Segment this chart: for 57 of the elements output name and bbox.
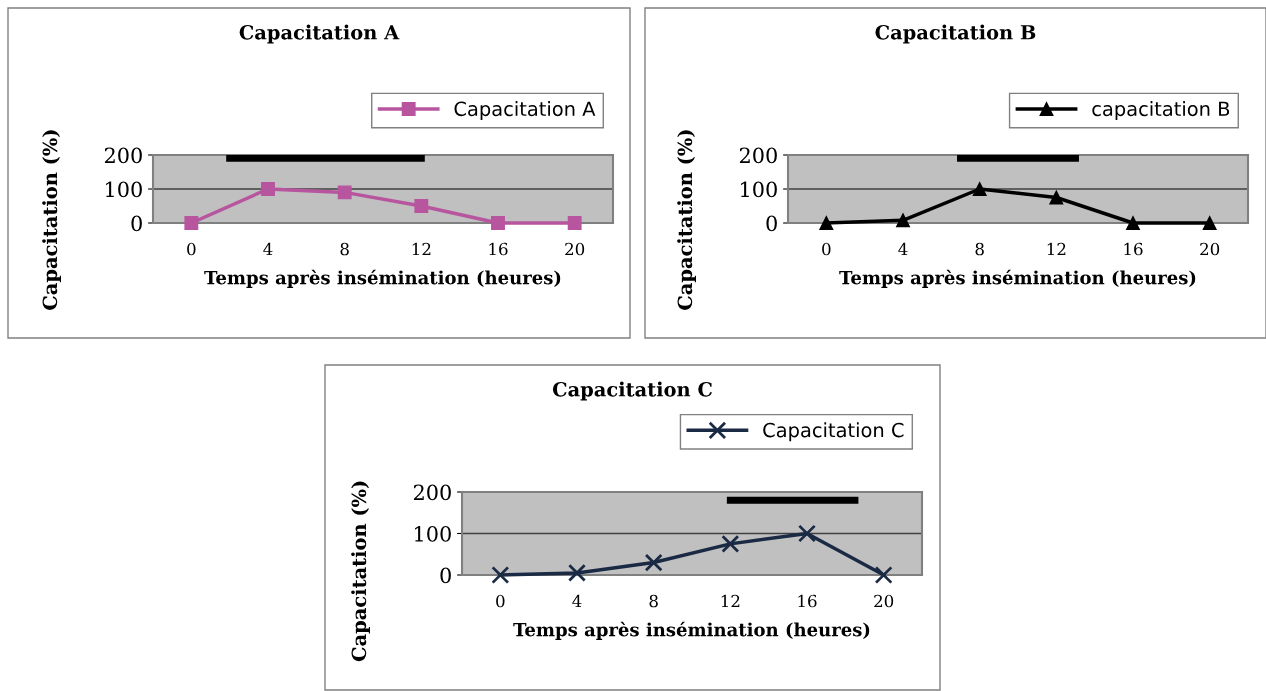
y-tick-label: 0 xyxy=(131,215,142,232)
x-tick-label: 20 xyxy=(565,242,585,256)
x-tick-label: 0 xyxy=(822,242,831,256)
chart-title: Capacitation B xyxy=(875,24,1036,44)
point xyxy=(644,553,663,572)
point xyxy=(874,565,893,585)
point xyxy=(1202,216,1217,230)
x-axis-title: Temps après insémination (heures) xyxy=(204,269,561,288)
x-tick-label: 4 xyxy=(572,594,582,608)
x-axis-title: Temps après insémination (heures) xyxy=(839,269,1196,288)
x-tick-label: 8 xyxy=(340,242,349,256)
x-tick-label: 0 xyxy=(496,594,505,608)
y-tick-label: 100 xyxy=(741,181,777,198)
x-tick-label: 0 xyxy=(187,242,196,256)
y-axis-title: Capacitation (%) xyxy=(677,130,696,310)
point xyxy=(491,565,510,585)
point xyxy=(972,182,987,196)
x-tick-label: 20 xyxy=(1200,242,1220,256)
legend-label: Capacitation A xyxy=(454,101,596,120)
x-tick-label: 16 xyxy=(489,242,508,256)
point xyxy=(414,199,429,213)
y-tick-label: 0 xyxy=(766,215,777,232)
y-tick-label: 200 xyxy=(104,147,142,164)
point xyxy=(1049,190,1064,205)
x-tick-label: 20 xyxy=(874,594,894,608)
point xyxy=(184,216,199,230)
x-tick-label: 12 xyxy=(412,242,431,256)
y-tick-label: 200 xyxy=(413,484,451,501)
point xyxy=(721,534,740,553)
point xyxy=(261,182,275,196)
point xyxy=(797,524,817,543)
x-tick-label: 16 xyxy=(1124,242,1143,256)
x-tick-label: 12 xyxy=(721,594,740,608)
point xyxy=(819,216,834,230)
x-tick-label: 8 xyxy=(975,242,984,256)
y-tick-label: 0 xyxy=(440,567,451,584)
chart-title: Capacitation C xyxy=(552,381,712,401)
point xyxy=(896,213,910,228)
point xyxy=(567,216,582,230)
y-tick-label: 100 xyxy=(415,525,451,542)
x-tick-label: 4 xyxy=(898,242,908,256)
x-axis-title: Temps après insémination (heures) xyxy=(513,621,870,640)
y-tick-label: 100 xyxy=(106,181,142,198)
point xyxy=(337,185,352,200)
x-tick-label: 12 xyxy=(1047,242,1066,256)
x-tick-label: 8 xyxy=(649,594,658,608)
chart-title: Capacitation A xyxy=(239,24,400,44)
x-tick-label: 16 xyxy=(798,594,817,608)
x-tick-label: 4 xyxy=(263,242,273,256)
legend-label: capacitation B xyxy=(1092,101,1230,120)
y-tick-label: 200 xyxy=(739,147,777,164)
point xyxy=(491,216,505,230)
legend-label: Capacitation C xyxy=(763,422,904,442)
point xyxy=(567,563,587,582)
y-axis-title: Capacitation (%) xyxy=(42,130,61,310)
y-axis-title: Capacitation (%) xyxy=(351,481,370,662)
point xyxy=(1126,216,1140,230)
